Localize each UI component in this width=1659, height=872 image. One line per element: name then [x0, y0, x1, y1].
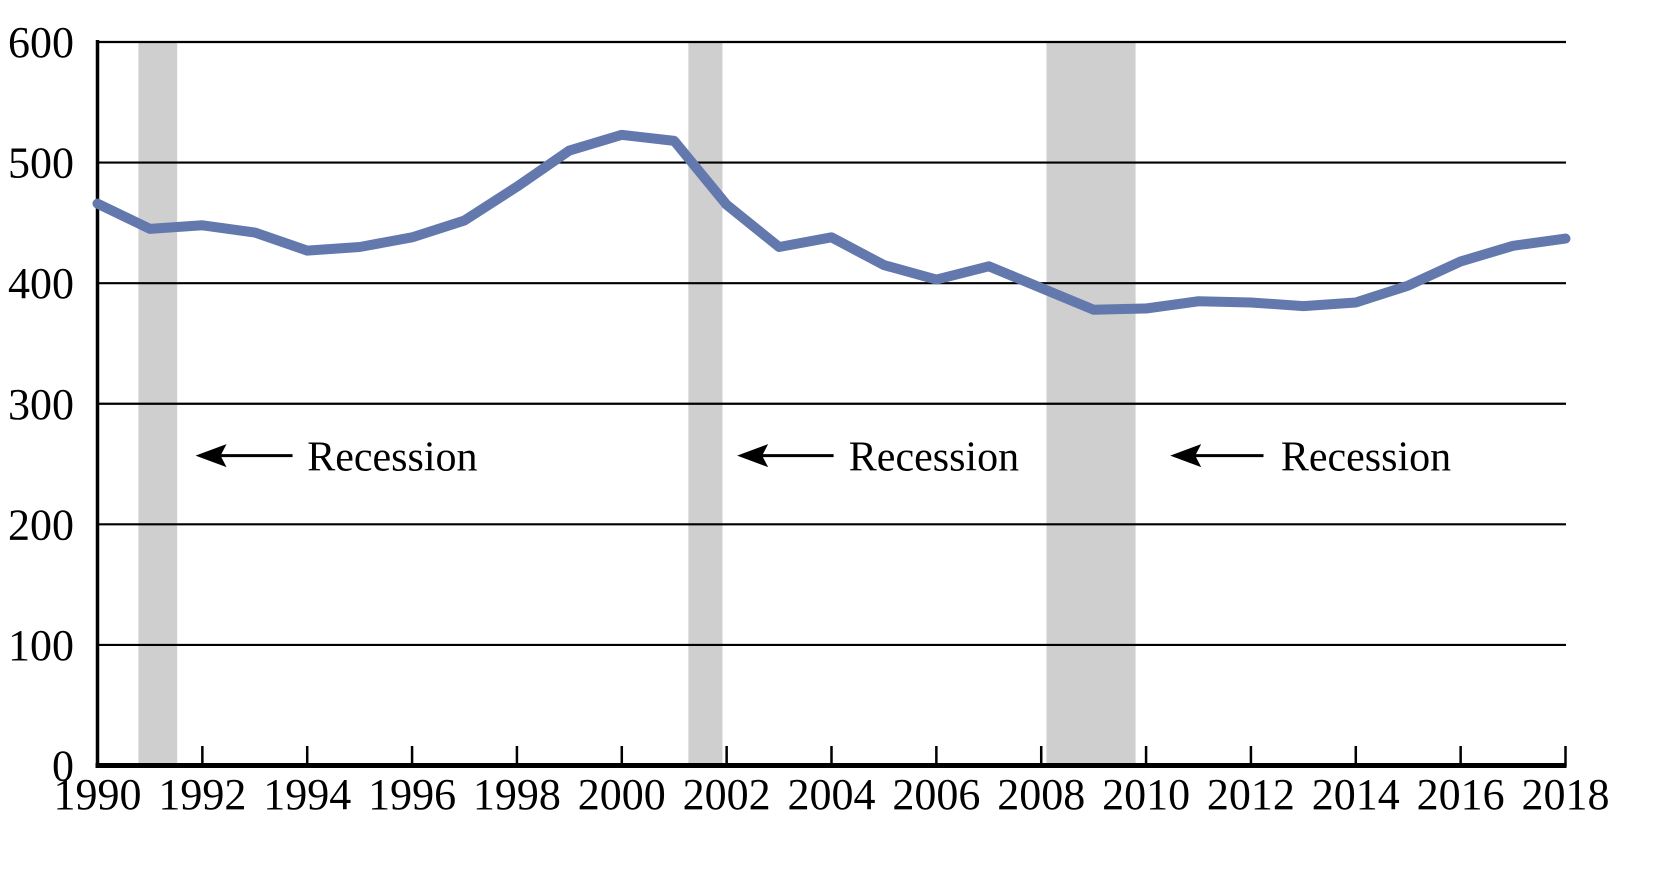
x-axis-tick-label: 2006 — [892, 770, 980, 819]
x-axis-tick-label: 1998 — [473, 770, 561, 819]
recession-arrowhead — [195, 444, 227, 468]
x-axis-tick-label: 1996 — [368, 770, 456, 819]
x-axis-tick-label: 2012 — [1207, 770, 1295, 819]
y-axis-tick-label: 400 — [8, 259, 74, 308]
y-axis-tick-label: 0 — [52, 742, 74, 791]
recession-annotation-label: Recession — [307, 435, 477, 481]
x-axis-tick-label: 2000 — [578, 770, 666, 819]
x-axis-tick-label: 2004 — [788, 770, 876, 819]
data-series-line — [92, 129, 1571, 315]
recession-arrowhead — [1170, 444, 1202, 468]
x-axis-tick-label: 2010 — [1102, 770, 1190, 819]
y-axis-tick-label: 200 — [8, 500, 74, 549]
y-axis-tick-label: 100 — [8, 621, 74, 670]
x-axis-tick-label: 2018 — [1522, 770, 1610, 819]
recession-arrowhead — [737, 444, 769, 468]
recession-annotation-label: Recession — [1281, 435, 1451, 481]
x-axis-tick-label: 1994 — [263, 770, 351, 819]
x-axis-tick-label: 2002 — [683, 770, 771, 819]
x-axis-tick-label: 1992 — [158, 770, 246, 819]
y-axis-tick-label: 300 — [8, 380, 74, 429]
x-axis-tick-label: 2008 — [997, 770, 1085, 819]
y-axis-tick-label: 500 — [8, 139, 74, 188]
recession-annotation-label: Recession — [849, 435, 1019, 481]
y-axis-tick-label: 600 — [8, 18, 74, 67]
x-axis-tick-label: 2014 — [1312, 770, 1400, 819]
x-axis-tick-label: 2016 — [1417, 770, 1505, 819]
x-axis-tick-label: 1990 — [54, 770, 142, 819]
